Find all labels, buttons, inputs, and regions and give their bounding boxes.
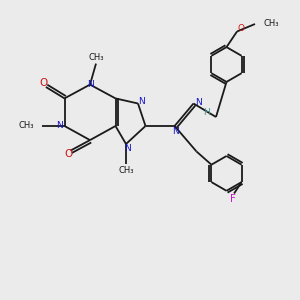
Text: CH₃: CH₃ [18,122,34,130]
Text: CH₃: CH₃ [88,53,104,62]
Text: CH₃: CH₃ [118,166,134,175]
Text: CH₃: CH₃ [263,20,279,28]
Text: O: O [64,149,72,159]
Text: N: N [87,80,93,89]
Text: N: N [172,127,178,136]
Text: O: O [238,24,245,33]
Text: N: N [56,122,63,130]
Text: O: O [39,78,48,88]
Text: H: H [204,108,210,117]
Text: F: F [230,194,236,204]
Text: N: N [138,97,145,106]
Text: N: N [124,144,131,153]
Text: N: N [195,98,202,107]
